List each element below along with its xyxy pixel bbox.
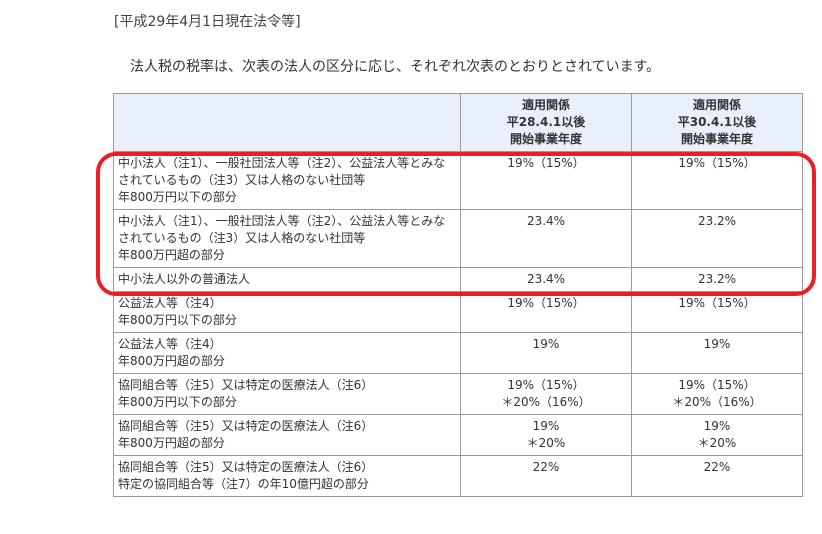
category-line: 年800万円以下の部分 <box>118 190 237 204</box>
rate-cell-a: 22% <box>460 455 632 497</box>
rate-cell-a: 19% ＊20% <box>460 414 632 456</box>
category-cell: 中小法人（注1）、一般社団法人等（注2）、公益法人等とみなされているもの（注3）… <box>113 209 461 268</box>
category-cell: 中小法人以外の普通法人 <box>113 267 461 292</box>
header-col-a: 適用関係 平28.4.1以後 開始事業年度 <box>460 93 632 152</box>
rate-line: 23.4% <box>526 272 566 286</box>
table-row: 協同組合等（注5）又は特定の医療法人（注6） 年800万円超の部分 19% ＊2… <box>113 414 803 456</box>
rate-line: 19% <box>703 419 731 433</box>
category-line: 中小法人（注1）、一般社団法人等（注2）、公益法人等とみなされているもの（注3）… <box>118 156 446 187</box>
category-line: 年800万円超の部分 <box>118 436 225 450</box>
rate-cell-b: 19%（15%） <box>631 291 803 333</box>
rate-cell-b: 22% <box>631 455 803 497</box>
rate-cell-b: 19%（15%） <box>631 151 803 210</box>
rate-line: 19%（15%） <box>678 296 756 310</box>
category-line: 年800万円以下の部分 <box>118 313 237 327</box>
rate-line: 19%（15%） <box>507 378 585 392</box>
header-col-b-line: 適用関係 <box>692 98 741 112</box>
header-col-a-line: 平28.4.1以後 <box>506 115 586 129</box>
table-row: 公益法人等（注4） 年800万円超の部分 19% 19% <box>113 332 803 374</box>
table-row: 中小法人（注1）、一般社団法人等（注2）、公益法人等とみなされているもの（注3）… <box>113 151 803 210</box>
category-line: 年800万円超の部分 <box>118 354 225 368</box>
category-cell: 協同組合等（注5）又は特定の医療法人（注6） 年800万円以下の部分 <box>113 373 461 415</box>
rate-line: 23.2% <box>697 272 737 286</box>
header-col-b: 適用関係 平30.4.1以後 開始事業年度 <box>631 93 803 152</box>
category-line: 年800万円以下の部分 <box>118 395 237 409</box>
table-row: 協同組合等（注5）又は特定の医療法人（注6） 特定の協同組合等（注7）の年10億… <box>113 455 803 497</box>
table-row: 公益法人等（注4） 年800万円以下の部分 19%（15%） 19%（15%） <box>113 291 803 333</box>
category-line: 中小法人以外の普通法人 <box>118 272 251 286</box>
rate-line: 19%（15%） <box>507 156 585 170</box>
header-col-b-line: 平30.4.1以後 <box>677 115 757 129</box>
category-line: 年800万円超の部分 <box>118 248 225 262</box>
rate-line: 22% <box>703 460 731 474</box>
rate-cell-b: 19% ＊20% <box>631 414 803 456</box>
rate-line: ＊20% <box>526 436 566 450</box>
category-line: 協同組合等（注5）又は特定の医療法人（注6） <box>118 419 374 433</box>
table-row: 中小法人以外の普通法人 23.4% 23.2% <box>113 267 803 292</box>
rate-line: 19% <box>532 419 560 433</box>
rate-cell-a: 19%（15%） ＊20%（16%） <box>460 373 632 415</box>
category-line: 公益法人等（注4） <box>118 296 222 310</box>
category-cell: 協同組合等（注5）又は特定の医療法人（注6） 特定の協同組合等（注7）の年10億… <box>113 455 461 497</box>
header-col-b-line: 開始事業年度 <box>680 132 753 146</box>
category-line: 協同組合等（注5）又は特定の医療法人（注6） <box>118 378 374 392</box>
rate-cell-b: 23.2% <box>631 209 803 268</box>
category-line: 特定の協同組合等（注7）の年10億円超の部分 <box>118 477 369 491</box>
category-line: 中小法人（注1）、一般社団法人等（注2）、公益法人等とみなされているもの（注3）… <box>118 214 446 245</box>
table-row: 中小法人（注1）、一般社団法人等（注2）、公益法人等とみなされているもの（注3）… <box>113 209 803 268</box>
rate-line: ＊20%（16%） <box>672 395 762 409</box>
table-row: 協同組合等（注5）又は特定の医療法人（注6） 年800万円以下の部分 19%（1… <box>113 373 803 415</box>
rate-line: 23.4% <box>526 214 566 228</box>
header-col-a-line: 適用関係 <box>521 98 570 112</box>
rate-line: 19%（15%） <box>507 296 585 310</box>
rate-line: ＊20% <box>697 436 737 450</box>
category-line: 協同組合等（注5）又は特定の医療法人（注6） <box>118 460 374 474</box>
rate-line: 19%（15%） <box>678 378 756 392</box>
rate-cell-b: 19%（15%） ＊20%（16%） <box>631 373 803 415</box>
table-header-row: 適用関係 平28.4.1以後 開始事業年度 適用関係 平30.4.1以後 開始事… <box>113 93 803 152</box>
rate-cell-a: 23.4% <box>460 267 632 292</box>
rate-line: 19% <box>703 337 731 351</box>
category-cell: 中小法人（注1）、一般社団法人等（注2）、公益法人等とみなされているもの（注3）… <box>113 151 461 210</box>
rate-line: ＊20%（16%） <box>501 395 591 409</box>
header-col-a-line: 開始事業年度 <box>509 132 582 146</box>
intro-text: 法人税の税率は、次表の法人の区分に応じ、それぞれ次表のとおりとされています。 <box>130 59 661 75</box>
category-cell: 公益法人等（注4） 年800万円以下の部分 <box>113 291 461 333</box>
tax-rate-table: 適用関係 平28.4.1以後 開始事業年度 適用関係 平30.4.1以後 開始事… <box>113 93 803 497</box>
rate-cell-a: 23.4% <box>460 209 632 268</box>
header-category-cell <box>113 93 461 152</box>
category-cell: 公益法人等（注4） 年800万円超の部分 <box>113 332 461 374</box>
rate-line: 19% <box>532 337 560 351</box>
rate-line: 23.2% <box>697 214 737 228</box>
rate-cell-b: 23.2% <box>631 267 803 292</box>
rate-cell-a: 19% <box>460 332 632 374</box>
rate-line: 22% <box>532 460 560 474</box>
rate-line: 19%（15%） <box>678 156 756 170</box>
rate-cell-b: 19% <box>631 332 803 374</box>
page-heading: [平成29年4月1日現在法令等] <box>114 14 301 30</box>
rate-cell-a: 19%（15%） <box>460 291 632 333</box>
category-cell: 協同組合等（注5）又は特定の医療法人（注6） 年800万円超の部分 <box>113 414 461 456</box>
rate-cell-a: 19%（15%） <box>460 151 632 210</box>
category-line: 公益法人等（注4） <box>118 337 222 351</box>
